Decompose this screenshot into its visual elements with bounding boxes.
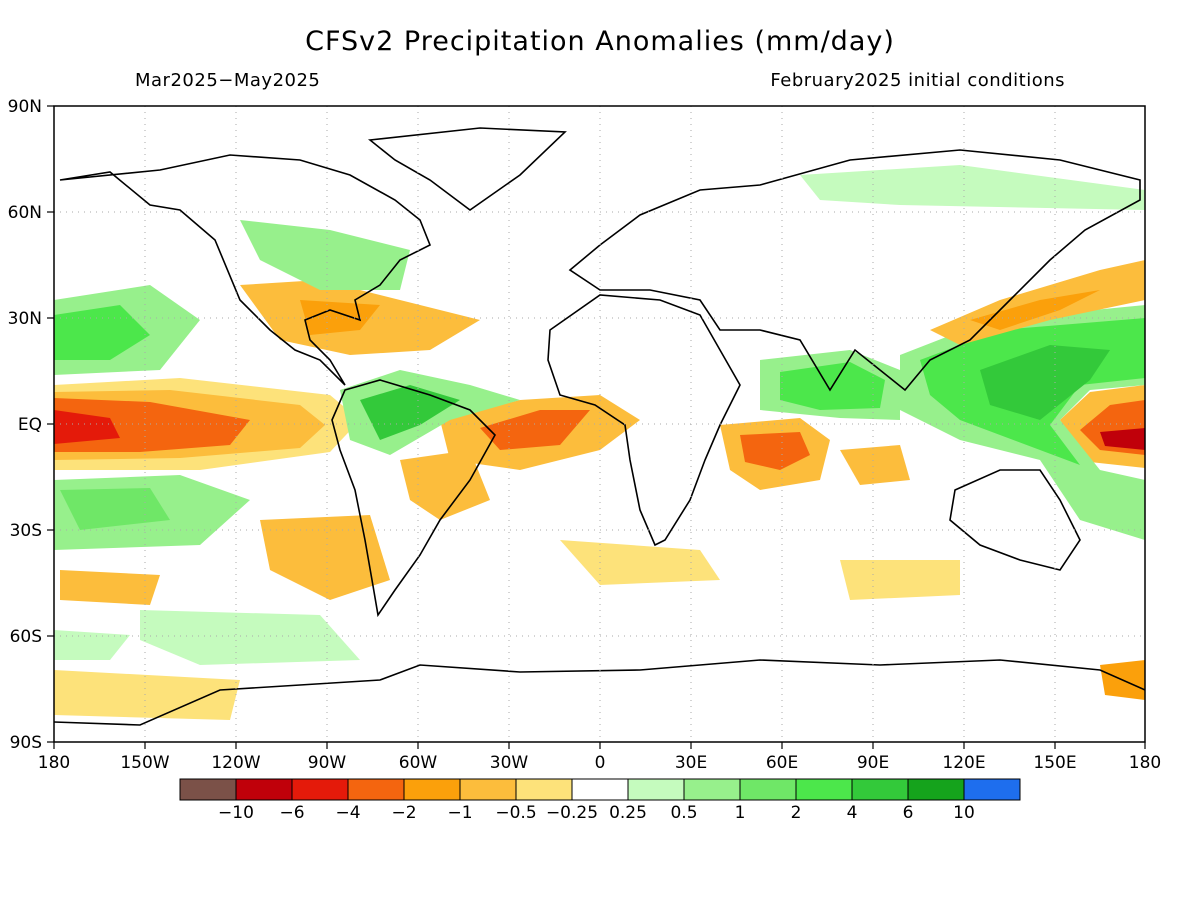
graticule: [54, 106, 1145, 742]
lat-label-90n: 90N: [8, 97, 42, 117]
south-america-coast: [331, 379, 496, 618]
lat-label-60s: 60S: [10, 627, 42, 647]
colorbar-label: 0.25: [609, 803, 647, 823]
lon-label-120w: 120W: [211, 753, 260, 773]
north-america-coast: [59, 154, 432, 386]
colorbar-swatch: [235, 778, 293, 801]
forecast-period: Mar2025−May2025: [135, 70, 321, 91]
colorbar-label: 2: [791, 803, 802, 823]
colorbar-label: −10: [218, 803, 254, 823]
colorbar-swatch: [571, 778, 629, 801]
colorbar-swatch: [907, 778, 965, 801]
eurasia-coast: [568, 149, 1141, 392]
colorbar-swatch: [179, 778, 237, 801]
north-america-wet: [240, 220, 410, 290]
colorbar-swatch: [683, 778, 741, 801]
lon-label-90w: 90W: [308, 753, 347, 773]
lon-label-150w: 150W: [120, 753, 169, 773]
south-pacific-wet: [54, 475, 250, 550]
lon-label-150e: 150E: [1033, 753, 1076, 773]
lon-label-180w: 180: [38, 753, 70, 773]
axis-ticks: [47, 105, 1146, 749]
chart-title: CFSv2 Precipitation Anomalies (mm/day): [305, 26, 895, 57]
lon-label-90e: 90E: [857, 753, 889, 773]
south-america-dry: [260, 450, 490, 600]
high-latitude-wet: [800, 165, 1145, 210]
colorbar-swatch: [795, 778, 853, 801]
colorbar-swatch: [739, 778, 797, 801]
east-africa-west-indian-ocean-dry: [720, 418, 910, 490]
colorbar-label: −6: [279, 803, 304, 823]
colorbar-label: 4: [847, 803, 858, 823]
colorbar-label: 10: [953, 803, 975, 823]
central-pacific-equatorial-dry: [54, 378, 360, 470]
longitude-labels: 180 150W 120W 90W 60W 30W 0 30E 60E 90E …: [38, 753, 1161, 773]
lat-label-eq: EQ: [18, 415, 42, 435]
colorbar-label: −0.5: [495, 803, 536, 823]
lat-label-90s: 90S: [10, 733, 42, 753]
lat-label-30n: 30N: [8, 309, 42, 329]
southern-ocean-wet: [54, 610, 360, 665]
colorbar-swatch: [627, 778, 685, 801]
anomaly-field: [54, 165, 1145, 720]
lon-label-60e: 60E: [766, 753, 798, 773]
north-pacific-subtropical-wet: [54, 285, 200, 375]
colorbar-label: 6: [903, 803, 914, 823]
colorbar-swatch: [851, 778, 909, 801]
colorbar-swatch: [459, 778, 517, 801]
lon-label-180e: 180: [1129, 753, 1161, 773]
antarctica-coast: [54, 659, 1145, 726]
amazon-wet: [340, 370, 520, 455]
colorbar-label: −0.25: [546, 803, 598, 823]
initial-conditions: February2025 initial conditions: [770, 70, 1065, 91]
lat-label-60n: 60N: [8, 203, 42, 223]
lon-label-0: 0: [595, 753, 606, 773]
equatorial-atlantic-dry: [440, 395, 640, 470]
lon-label-30w: 30W: [490, 753, 529, 773]
colorbar-label: −1: [447, 803, 472, 823]
latitude-labels: 90N 60N 30N EQ 30S 60S 90S: [8, 97, 42, 753]
colorbar: −10 −6 −4 −2 −1 −0.5 −0.25 0.25 0.5 1 2 4 6 10: [179, 778, 1021, 823]
colorbar-swatch: [291, 778, 349, 801]
lat-label-30s: 30S: [10, 521, 42, 541]
greenland-coast: [367, 127, 567, 211]
indian-ocean-wet: [760, 350, 900, 420]
coastlines: [54, 127, 1145, 726]
colorbar-swatches: [179, 778, 1021, 801]
colorbar-label: 0.5: [670, 803, 697, 823]
lon-label-60w: 60W: [399, 753, 438, 773]
colorbar-swatch: [347, 778, 405, 801]
colorbar-labels: −10 −6 −4 −2 −1 −0.5 −0.25 0.25 0.5 1 2 4 6 10: [218, 803, 975, 823]
colorbar-label: −2: [391, 803, 416, 823]
lon-label-120e: 120E: [942, 753, 985, 773]
lon-label-30e: 30E: [675, 753, 707, 773]
colorbar-swatch: [963, 778, 1021, 801]
colorbar-label: 1: [735, 803, 746, 823]
australia-coast: [949, 469, 1081, 571]
colorbar-swatch: [403, 778, 461, 801]
southern-midlatitude-dry: [60, 540, 960, 605]
colorbar-swatch: [515, 778, 573, 801]
colorbar-label: −4: [335, 803, 360, 823]
east-asia-dry: [930, 260, 1145, 345]
africa-coast: [547, 294, 741, 547]
antarctic-coast-dry: [54, 660, 1145, 720]
west-pacific-warm-pool-wet: [900, 305, 1145, 540]
